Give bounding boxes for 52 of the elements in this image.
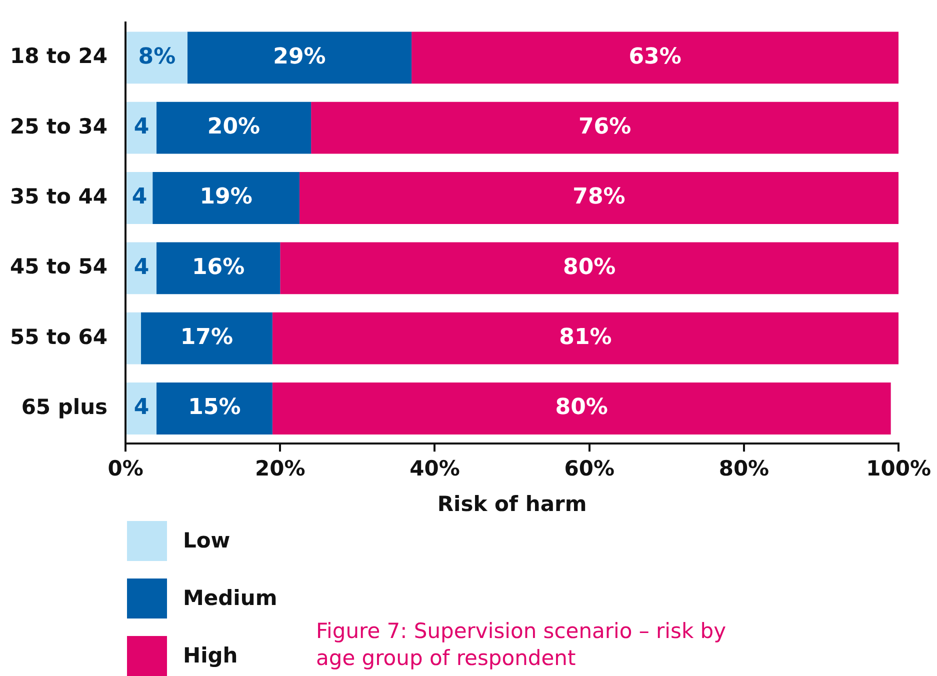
data-label: 76%: [578, 114, 632, 140]
bar: [126, 382, 156, 434]
legend-label: Low: [183, 528, 230, 552]
bar: [126, 102, 156, 154]
data-label: 80%: [563, 254, 616, 280]
bar: [152, 172, 300, 224]
bar: [311, 102, 899, 154]
x-tick-label: 0%: [108, 456, 144, 481]
x-tick-label: 20%: [255, 456, 306, 481]
data-label: 4: [132, 184, 148, 210]
data-label: 17%: [180, 325, 234, 350]
data-label: 8%: [138, 44, 176, 70]
data-label: 78%: [572, 184, 626, 210]
y-tick-label: 18 to 24: [10, 44, 108, 68]
bar: [280, 242, 899, 294]
data-label: 29%: [273, 44, 326, 70]
bar: [156, 382, 272, 434]
data-label: 63%: [628, 44, 682, 70]
bar: [299, 172, 899, 224]
data-label: 20%: [207, 114, 260, 140]
bar: [272, 382, 891, 434]
data-label: 4: [134, 254, 150, 280]
caption: Figure 7: Supervision scenario – risk by age group of respondent: [316, 618, 728, 672]
bar: [140, 312, 272, 364]
x-tick-label: 100%: [866, 456, 932, 481]
x-tick-label: 80%: [718, 456, 770, 481]
y-tick-label: 25 to 34: [10, 114, 108, 138]
y-tick-label: 65 plus: [21, 394, 108, 419]
bar: [156, 102, 312, 154]
data-label: 81%: [559, 325, 612, 350]
bar: [156, 242, 280, 294]
bar: [272, 312, 899, 364]
data-label: 80%: [555, 395, 608, 420]
data-label: 16%: [192, 254, 245, 280]
legend-label: Medium: [183, 586, 278, 610]
x-tick-label: 40%: [410, 456, 460, 481]
data-label: 4: [134, 395, 150, 420]
legend-label: High: [183, 643, 238, 668]
y-tick-label: 55 to 64: [10, 324, 108, 349]
bar: [412, 32, 899, 84]
y-tick-label: 35 to 44: [10, 184, 108, 208]
bar: [126, 32, 188, 84]
bar: [126, 242, 156, 294]
data-label: 4: [134, 114, 150, 140]
x-axis-title: Risk of harm: [437, 492, 587, 516]
bar: [126, 172, 153, 224]
bar: [126, 312, 141, 364]
bar: [187, 32, 412, 84]
data-label: 19%: [200, 184, 252, 210]
y-tick-label: 45 to 54: [10, 254, 108, 279]
data-label: 15%: [188, 395, 241, 420]
x-tick-label: 60%: [564, 456, 614, 481]
